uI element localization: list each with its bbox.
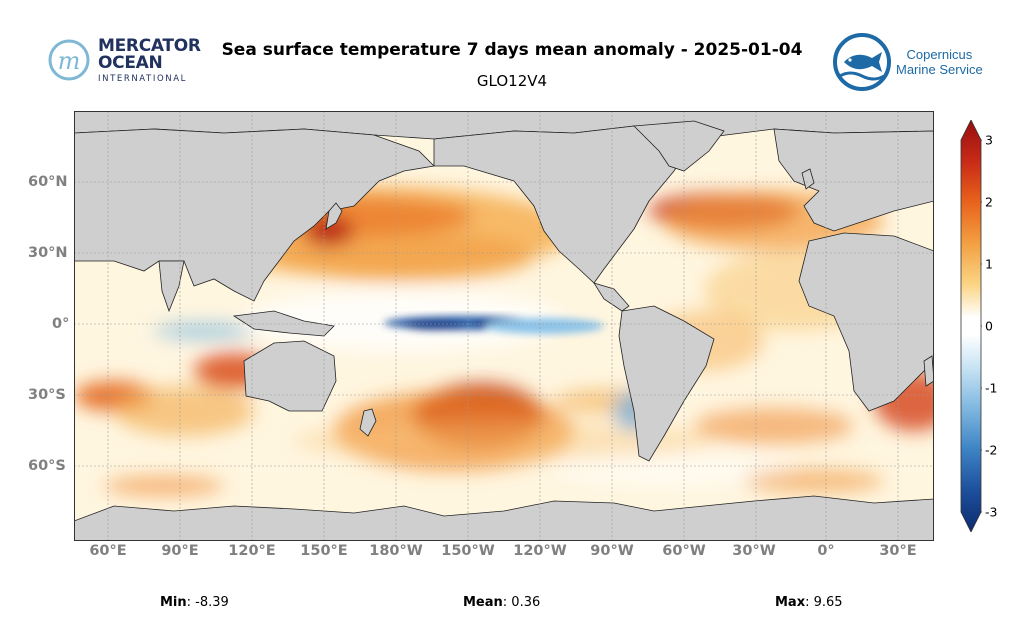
map-title: Sea surface temperature 7 days mean anom…: [221, 40, 803, 60]
x-tick-90e: 90°E: [161, 543, 199, 559]
colorbar-label-2: 2: [985, 194, 993, 210]
colorbar-label-0: 0: [985, 318, 993, 334]
mercator-line2: OCEAN: [98, 53, 163, 73]
stat-max-value: : 9.65: [805, 595, 843, 610]
colorbar-label-neg3: -3: [985, 504, 998, 520]
x-tick-30w: 30°W: [732, 543, 776, 559]
x-tick-90w: 90°W: [590, 543, 634, 559]
stat-mean: Mean: 0.36: [463, 595, 540, 610]
mercator-line3: INTERNATIONAL: [98, 74, 187, 84]
mercator-ring-icon: [48, 39, 90, 81]
copernicus-logo-icon: [833, 33, 891, 91]
y-tick-30n: 30°N: [28, 245, 68, 261]
y-tick-60s: 60°S: [28, 458, 66, 474]
stat-mean-value: : 0.36: [502, 595, 541, 610]
stat-max: Max: 9.65: [775, 595, 843, 610]
x-tick-150e: 150°E: [300, 543, 348, 559]
sst-anomaly-map: [74, 111, 934, 541]
colorbar-label-3: 3: [985, 132, 993, 148]
x-tick-150w: 150°W: [441, 543, 495, 559]
x-tick-30e: 30°E: [879, 543, 917, 559]
copernicus-wordmark: Copernicus Marine Service: [896, 47, 983, 77]
colorbar: [960, 120, 982, 532]
x-tick-0: 0°: [817, 543, 835, 559]
mercator-line1: MERCATOR: [98, 36, 201, 56]
landmasses: [74, 111, 934, 541]
colorbar-label-neg2: -2: [985, 442, 998, 458]
x-tick-120w: 120°W: [513, 543, 567, 559]
colorbar-label-1: 1: [985, 256, 993, 272]
copernicus-line2: Marine Service: [896, 62, 983, 77]
x-tick-60e: 60°E: [89, 543, 127, 559]
y-tick-30s: 30°S: [28, 387, 66, 403]
copernicus-line1: Copernicus: [906, 47, 973, 62]
mercator-ocean-logo: m: [48, 39, 90, 81]
graticule: [74, 111, 934, 541]
stat-mean-label: Mean: [463, 595, 503, 610]
stat-min-label: Min: [160, 595, 187, 610]
stat-min-value: : -8.39: [186, 595, 229, 610]
y-tick-0: 0°: [52, 316, 70, 332]
stat-max-label: Max: [775, 595, 806, 610]
equatorial-cold-tongue: [384, 316, 604, 334]
x-tick-180w: 180°W: [369, 543, 423, 559]
colorbar-ticks: [981, 139, 982, 513]
y-tick-60n: 60°N: [28, 174, 68, 190]
x-tick-120e: 120°E: [228, 543, 276, 559]
map-frame: [74, 111, 934, 541]
mercator-wordmark: MERCATOR OCEAN INTERNATIONAL: [98, 38, 201, 84]
mercator-m-icon: m: [58, 47, 81, 75]
map-subtitle: GLO12V4: [476, 72, 548, 90]
stat-min: Min: -8.39: [160, 595, 229, 610]
colorbar-label-neg1: -1: [985, 380, 998, 396]
x-tick-60w: 60°W: [662, 543, 706, 559]
